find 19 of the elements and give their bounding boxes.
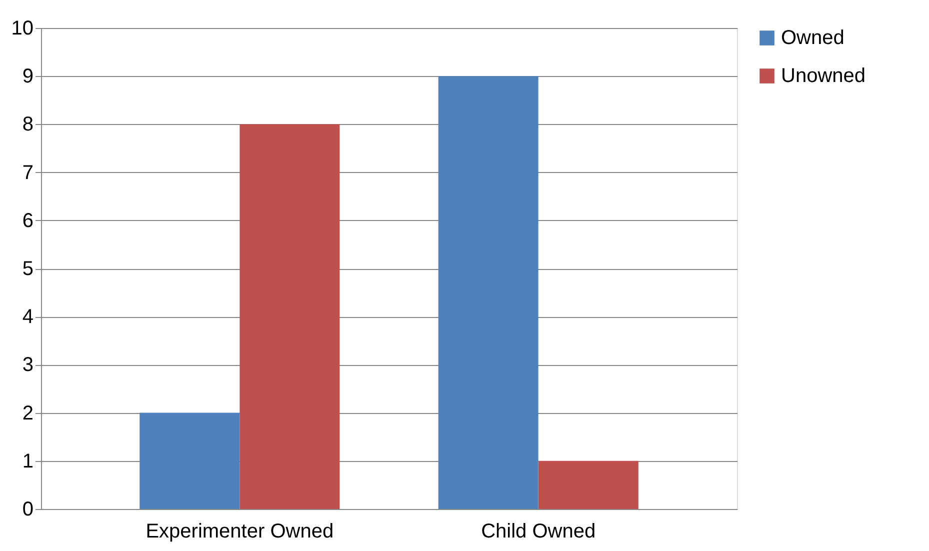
y-tick-label: 8 [22,114,34,136]
y-tick-label: 7 [22,162,34,184]
x-tick-label: Experimenter Owned [146,520,334,542]
y-tick-label: 2 [22,402,34,424]
bar [140,412,240,509]
y-tick-label: 3 [22,354,34,376]
y-tick-label: 6 [22,210,34,232]
bar [240,124,340,509]
bar [538,460,638,509]
bar [438,76,538,509]
legend-label: Owned [781,27,844,49]
y-tick-label: 0 [22,498,34,520]
y-tick-label: 4 [22,306,34,328]
y-tick-label: 5 [22,258,34,280]
y-tick-label: 10 [11,18,34,40]
y-tick-label: 9 [22,66,34,88]
legend-label: Unowned [781,65,866,87]
y-tick-label: 1 [22,450,34,472]
x-tick-label: Child Owned [481,520,596,542]
